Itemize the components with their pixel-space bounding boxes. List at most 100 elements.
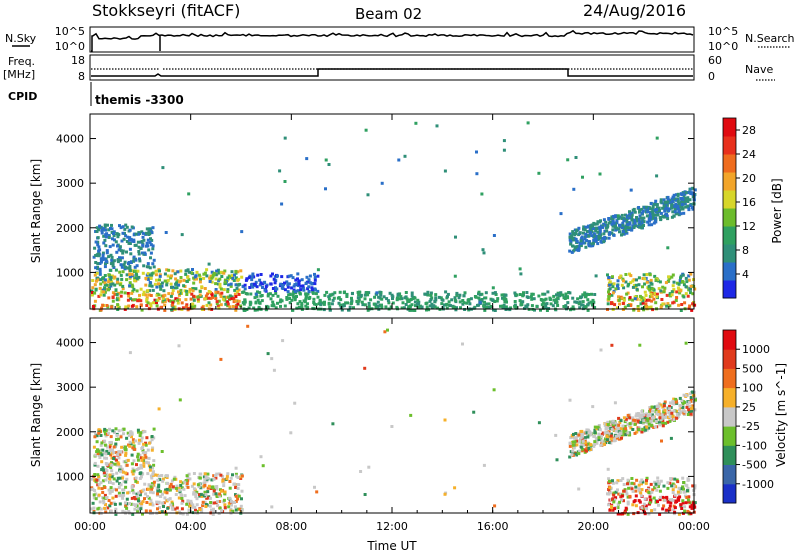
range-cell xyxy=(582,443,586,447)
range-cell xyxy=(228,496,232,500)
range-cell xyxy=(142,290,146,294)
range-cell xyxy=(671,401,675,405)
range-cell xyxy=(663,498,667,502)
range-cell xyxy=(101,251,105,255)
range-cell xyxy=(367,291,371,295)
range-cell xyxy=(662,198,666,202)
range-cell xyxy=(127,510,131,513)
range-cell xyxy=(429,293,433,297)
range-cell xyxy=(592,444,596,448)
range-cell xyxy=(316,268,320,272)
range-cell xyxy=(613,427,617,431)
range-cell xyxy=(129,252,133,256)
range-cell xyxy=(672,214,676,218)
range-cell xyxy=(673,477,677,481)
range-cell xyxy=(693,501,697,505)
range-cell xyxy=(577,226,581,230)
range-cell xyxy=(115,250,119,254)
range-cell xyxy=(175,286,179,290)
range-cell xyxy=(682,411,686,415)
range-cell xyxy=(158,506,161,510)
range-cell xyxy=(152,470,155,474)
range-cell xyxy=(218,506,222,510)
range-cell xyxy=(103,432,107,436)
range-cell xyxy=(167,498,171,502)
range-cell xyxy=(304,304,308,308)
range-cell xyxy=(591,405,595,409)
range-cell xyxy=(603,431,607,435)
range-cell xyxy=(681,273,685,277)
range-cell xyxy=(541,301,545,305)
range-cell xyxy=(171,485,175,489)
range-cell xyxy=(281,339,285,343)
range-cell xyxy=(388,291,392,295)
range-cell xyxy=(229,282,233,286)
range-cell xyxy=(291,276,295,280)
range-cell xyxy=(677,210,681,214)
range-cell xyxy=(172,299,176,303)
range-cell xyxy=(453,274,457,278)
range-cell xyxy=(176,270,180,274)
range-cell xyxy=(209,501,213,504)
range-cell xyxy=(132,444,136,448)
range-cell xyxy=(218,285,222,289)
range-cell xyxy=(675,416,679,420)
range-cell xyxy=(180,507,184,511)
range-cell xyxy=(600,434,604,438)
range-cell xyxy=(598,229,602,233)
range-cell xyxy=(657,503,660,507)
range-cell xyxy=(493,504,497,508)
range-cell xyxy=(568,455,572,459)
range-cell xyxy=(404,291,408,294)
range-cell xyxy=(617,434,621,437)
range-cell xyxy=(129,237,133,241)
range-cell xyxy=(212,273,216,276)
range-cell xyxy=(98,272,102,276)
range-cell xyxy=(103,286,107,290)
range-cell xyxy=(525,291,529,294)
range-cell xyxy=(654,484,658,488)
range-cell xyxy=(629,188,633,192)
range-cell xyxy=(216,504,220,508)
range-cell xyxy=(192,298,196,302)
range-cell xyxy=(177,496,181,500)
range-cell xyxy=(635,287,639,291)
range-cell xyxy=(125,240,129,243)
range-cell xyxy=(130,272,134,276)
range-cell xyxy=(618,230,621,234)
range-cell xyxy=(665,212,668,216)
range-cell xyxy=(92,506,96,510)
range-cell xyxy=(546,290,550,294)
range-cell xyxy=(397,158,401,162)
range-cell xyxy=(105,251,109,255)
range-cell xyxy=(668,407,672,411)
range-cell xyxy=(587,301,591,305)
range-cell xyxy=(173,475,177,479)
range-cell xyxy=(149,304,153,308)
range-cell xyxy=(112,450,116,454)
range-cell xyxy=(666,200,670,204)
range-cell xyxy=(463,291,467,295)
range-cell xyxy=(640,430,644,434)
range-cell xyxy=(569,436,573,440)
range-cell xyxy=(99,282,103,286)
range-cell xyxy=(290,286,294,290)
freq-panel-frame xyxy=(89,54,695,81)
range-cell xyxy=(165,281,169,284)
range-cell xyxy=(234,494,238,498)
range-cell xyxy=(139,303,143,307)
range-cell xyxy=(384,305,388,309)
range-cell xyxy=(119,226,123,230)
range-cell xyxy=(645,214,649,218)
range-cell xyxy=(645,507,649,511)
range-cell xyxy=(681,191,685,195)
range-cell xyxy=(125,436,129,440)
range-cell xyxy=(182,278,186,282)
range-cell xyxy=(337,296,341,300)
range-cell xyxy=(117,437,120,441)
range-cell xyxy=(165,283,169,287)
range-cell xyxy=(166,274,170,278)
range-cell xyxy=(575,443,579,447)
range-cell xyxy=(555,458,559,462)
range-cell xyxy=(478,301,482,305)
